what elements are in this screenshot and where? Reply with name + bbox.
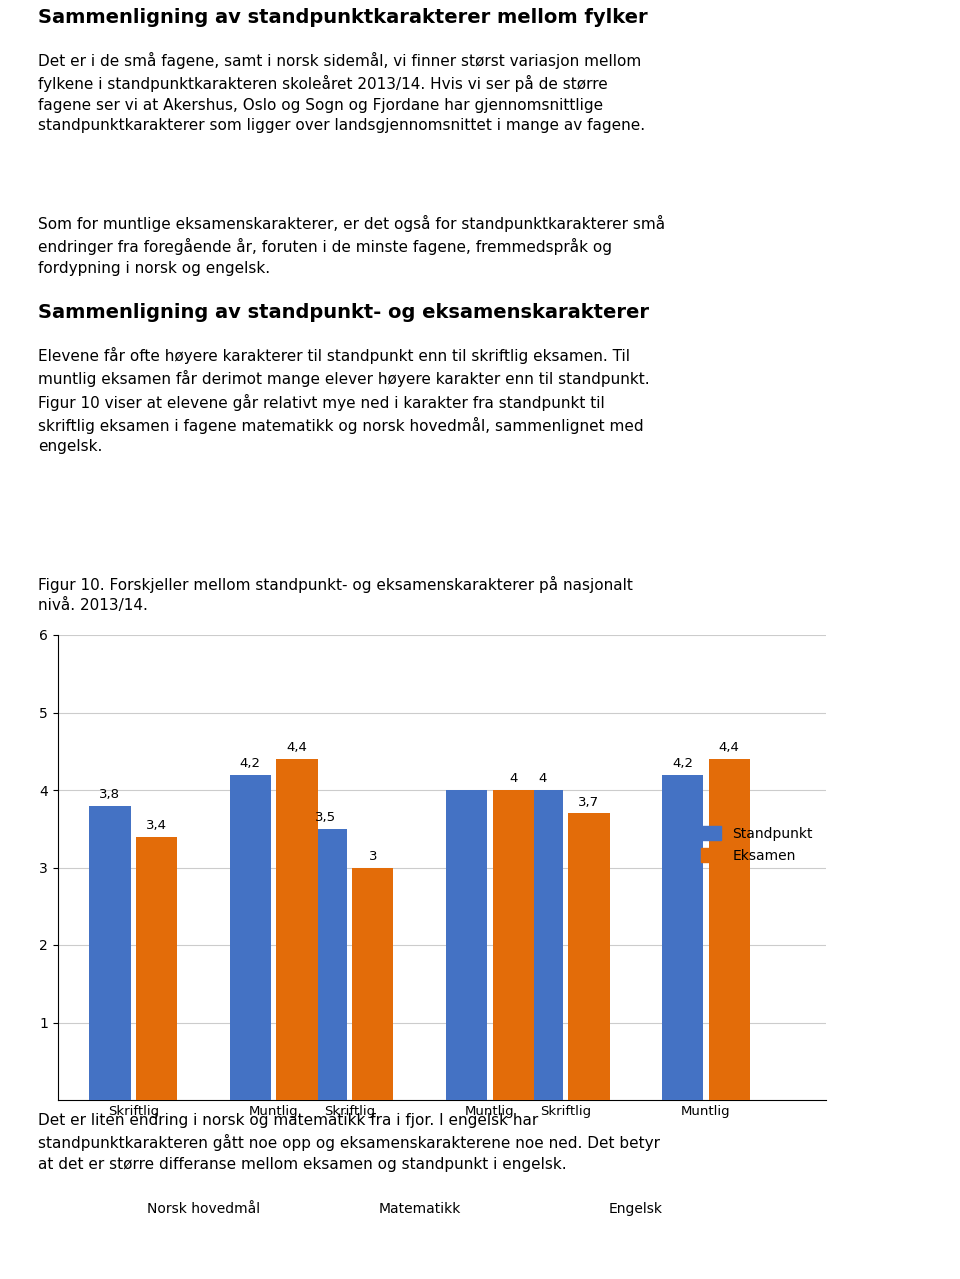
Text: 3,5: 3,5 [316,811,337,824]
Bar [661,775,703,1100]
Text: Engelsk: Engelsk [609,1202,662,1216]
Text: Elevene får ofte høyere karakterer til standpunkt enn til skriftlig eksamen. Til: Elevene får ofte høyere karakterer til s… [38,347,650,454]
Text: 4,2: 4,2 [240,757,261,770]
Legend: Standpunkt, Eksamen: Standpunkt, Eksamen [695,820,819,868]
Bar [136,836,178,1100]
Bar [352,867,394,1100]
Text: 3,4: 3,4 [146,819,167,831]
Bar [89,806,131,1100]
Text: 4: 4 [538,773,546,785]
Text: 4,2: 4,2 [672,757,693,770]
Text: 3: 3 [369,849,377,863]
Text: Som for muntlige eksamenskarakterer, er det også for standpunktkarakterer små
en: Som for muntlige eksamenskarakterer, er … [38,215,665,276]
Text: 3,8: 3,8 [100,788,120,801]
Text: 4: 4 [509,773,517,785]
Text: Matematikk: Matematikk [378,1202,461,1216]
Text: Sammenligning av standpunkt- og eksamenskarakterer: Sammenligning av standpunkt- og eksamens… [38,303,649,322]
Bar [445,790,487,1100]
Bar [229,775,271,1100]
Bar [305,829,347,1100]
Text: 4,4: 4,4 [719,742,740,755]
Bar [708,758,750,1100]
Text: Det er i de små fagene, samt i norsk sidemål, vi finner størst variasjon mellom
: Det er i de små fagene, samt i norsk sid… [38,52,645,133]
Text: Norsk hovedmål: Norsk hovedmål [147,1202,260,1216]
Text: Figur 10. Forskjeller mellom standpunkt- og eksamenskarakterer på nasjonalt
nivå: Figur 10. Forskjeller mellom standpunkt-… [38,576,634,614]
Bar [492,790,534,1100]
Text: 4,4: 4,4 [287,742,307,755]
Text: Sammenligning av standpunktkarakterer mellom fylker: Sammenligning av standpunktkarakterer me… [38,8,648,27]
Bar [521,790,563,1100]
Text: 3,7: 3,7 [578,796,599,808]
Text: Det er liten endring i norsk og matematikk fra i fjor. I engelsk har
standpunktk: Det er liten endring i norsk og matemati… [38,1113,660,1172]
Bar [568,813,610,1100]
Bar [276,758,318,1100]
